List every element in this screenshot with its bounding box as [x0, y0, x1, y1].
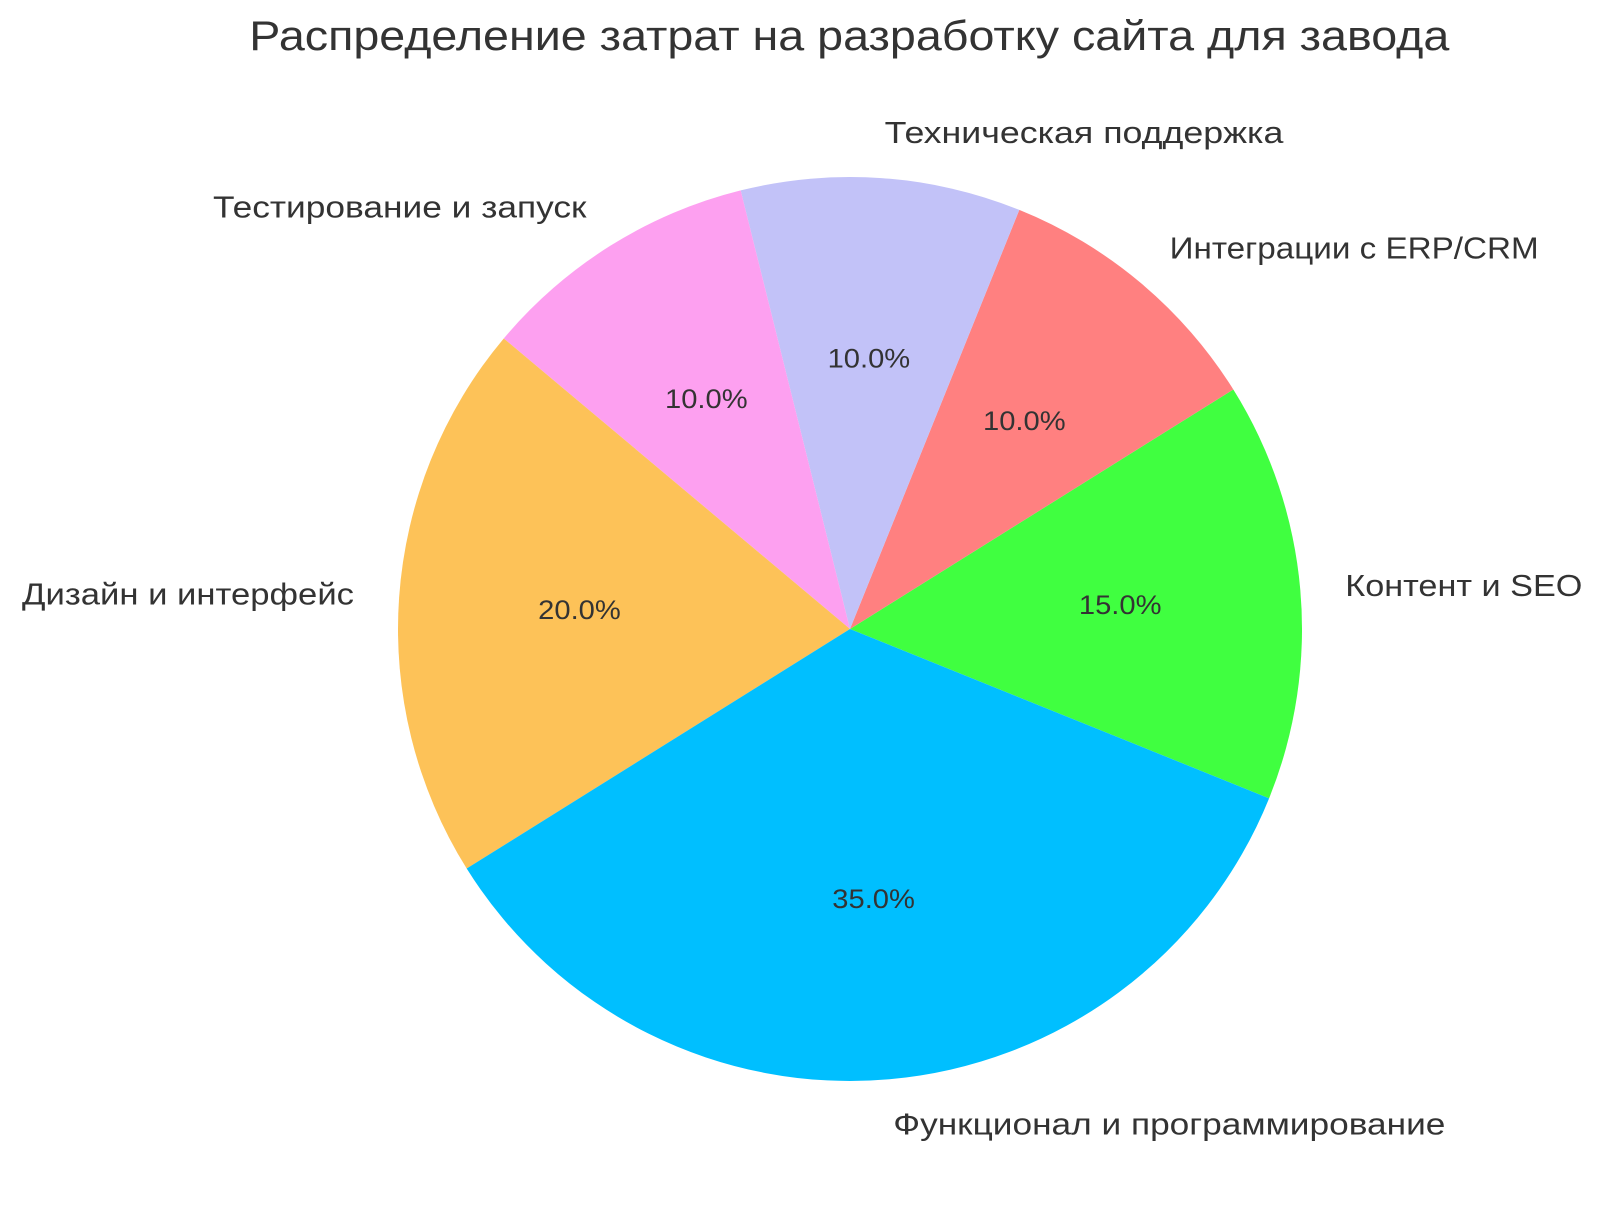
svg-text:10.0%: 10.0%: [828, 343, 911, 373]
svg-text:35.0%: 35.0%: [832, 884, 915, 914]
svg-text:Функционал и программирование: Функционал и программирование: [893, 1107, 1445, 1142]
svg-text:Дизайн и интерфейс: Дизайн и интерфейс: [22, 577, 354, 612]
svg-text:20.0%: 20.0%: [538, 595, 621, 625]
svg-text:Распределение затрат на разраб: Распределение затрат на разработку сайта…: [249, 12, 1450, 59]
svg-text:10.0%: 10.0%: [665, 384, 748, 414]
svg-text:Тестирование и запуск: Тестирование и запуск: [213, 190, 587, 225]
svg-text:15.0%: 15.0%: [1079, 590, 1162, 620]
svg-text:10.0%: 10.0%: [983, 406, 1066, 436]
svg-text:Контент и SEO: Контент и SEO: [1345, 568, 1582, 603]
svg-text:Интеграции с ERP/CRM: Интеграции с ERP/CRM: [1170, 230, 1539, 265]
svg-text:Техническая поддержка: Техническая поддержка: [885, 115, 1285, 150]
